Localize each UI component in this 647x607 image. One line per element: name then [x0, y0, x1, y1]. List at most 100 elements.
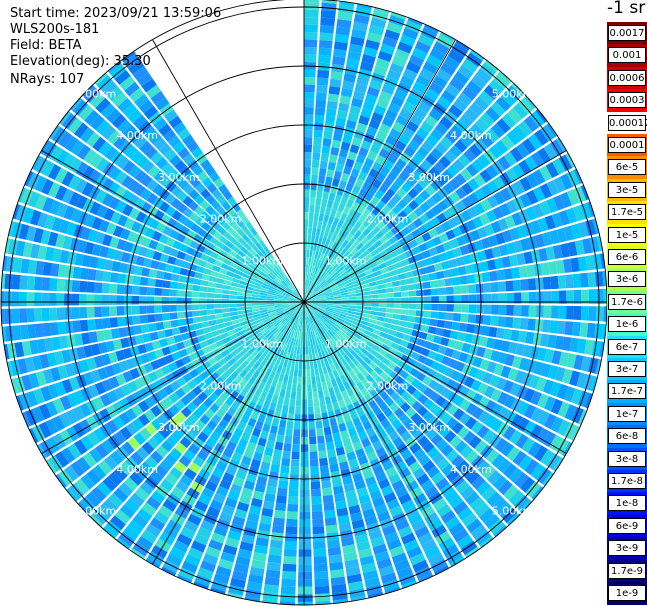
- radar-gate: [372, 357, 381, 366]
- radar-gate: [497, 391, 509, 406]
- radar-gate: [273, 319, 281, 325]
- radar-gate: [187, 413, 199, 425]
- radar-gate: [306, 369, 311, 377]
- radar-gate: [251, 559, 266, 570]
- radar-gate: [143, 105, 158, 120]
- colorbar-tick-label: 1e-6: [608, 316, 646, 333]
- radar-gate: [166, 336, 176, 346]
- radar-gate: [455, 40, 470, 51]
- radar-gate: [418, 454, 431, 467]
- radar-gate: [366, 202, 376, 212]
- radar-gate: [271, 524, 285, 534]
- radar-gate: [314, 235, 320, 244]
- radar-gate: [349, 217, 358, 227]
- radar-gate: [329, 269, 337, 277]
- radar-gate: [310, 315, 315, 323]
- radar-gate: [312, 322, 317, 330]
- radar-gate: [322, 284, 330, 290]
- radar-gate: [236, 330, 245, 337]
- radar-gate: [156, 413, 169, 426]
- radar-gate: [310, 346, 315, 354]
- radar-gate: [387, 264, 396, 272]
- radar-gate: [529, 424, 543, 440]
- radar-gate: [367, 244, 377, 253]
- radar-gate: [540, 333, 550, 347]
- radar-gate: [327, 231, 334, 240]
- radar-gate: [170, 273, 180, 282]
- radar-gate: [255, 444, 265, 454]
- radar-gate: [311, 376, 317, 385]
- radar-gate: [446, 295, 454, 303]
- radar-gate: [528, 374, 540, 389]
- radar-gate: [554, 366, 566, 382]
- radar-gate: [334, 275, 342, 282]
- radar-gate: [275, 502, 287, 512]
- radar-gate: [460, 168, 473, 182]
- radar-gate: [164, 421, 176, 434]
- radar-gate: [558, 210, 571, 226]
- radar-gate: [321, 237, 327, 246]
- radar-gate: [54, 451, 70, 468]
- radar-gate: [296, 302, 304, 304]
- radar-gate: [262, 329, 271, 337]
- radar-gate: [172, 240, 183, 250]
- radar-gate: [200, 315, 209, 322]
- radar-gate: [177, 178, 189, 190]
- radar-gate: [284, 278, 291, 285]
- radar-gate: [304, 257, 307, 265]
- radar-gate: [369, 458, 381, 469]
- radar-gate: [337, 454, 348, 464]
- radar-gate: [507, 368, 519, 381]
- radar-gate: [211, 414, 222, 425]
- radar-gate: [6, 342, 17, 359]
- radar-gate: [166, 217, 178, 229]
- radar-gate: [511, 212, 523, 226]
- radar-gate: [481, 465, 496, 480]
- radar-gate: [354, 285, 363, 291]
- radar-gate: [518, 120, 533, 137]
- radar-gate: [286, 311, 293, 317]
- radar-gate: [486, 491, 502, 507]
- radar-gate: [428, 108, 443, 122]
- radar-gate: [58, 131, 73, 148]
- radar-gate: [333, 485, 344, 495]
- radar-gate: [392, 241, 402, 250]
- radar-gate: [384, 29, 401, 41]
- radar-gate: [41, 292, 50, 306]
- radar-gate: [397, 345, 407, 354]
- radar-gate: [431, 296, 439, 303]
- radar-gate: [429, 403, 441, 415]
- radar-gate: [553, 194, 566, 211]
- radar-gate: [285, 310, 293, 316]
- radar-gate: [25, 225, 37, 242]
- radar-gate: [132, 514, 148, 529]
- radar-gate: [517, 401, 530, 416]
- radar-gate: [520, 278, 529, 291]
- radar-gate: [221, 200, 231, 211]
- radar-gate: [565, 274, 574, 289]
- radar-gate: [224, 376, 234, 386]
- radar-gate: [338, 399, 346, 409]
- radar-gate: [225, 253, 235, 262]
- radar-gate: [98, 460, 113, 475]
- radar-gate: [543, 305, 552, 319]
- radar-gate: [351, 97, 364, 108]
- radar-gate: [256, 397, 265, 407]
- radar-gate: [342, 544, 356, 554]
- radar-gate: [139, 427, 152, 441]
- radar-gate: [313, 212, 319, 221]
- radar-gate: [265, 321, 274, 328]
- radar-gate: [363, 291, 372, 296]
- radar-gate: [218, 184, 229, 195]
- radar-gate: [141, 78, 157, 93]
- radar-gate: [76, 346, 86, 360]
- radar-gate: [393, 261, 403, 269]
- radar-gate: [421, 274, 430, 282]
- radar-gate: [310, 296, 319, 300]
- radar-gate: [304, 212, 309, 220]
- radar-gate: [263, 246, 271, 255]
- radar-gate: [51, 126, 67, 144]
- radar-gate: [332, 289, 340, 294]
- radar-gate: [220, 402, 231, 413]
- radar-gate: [315, 329, 320, 337]
